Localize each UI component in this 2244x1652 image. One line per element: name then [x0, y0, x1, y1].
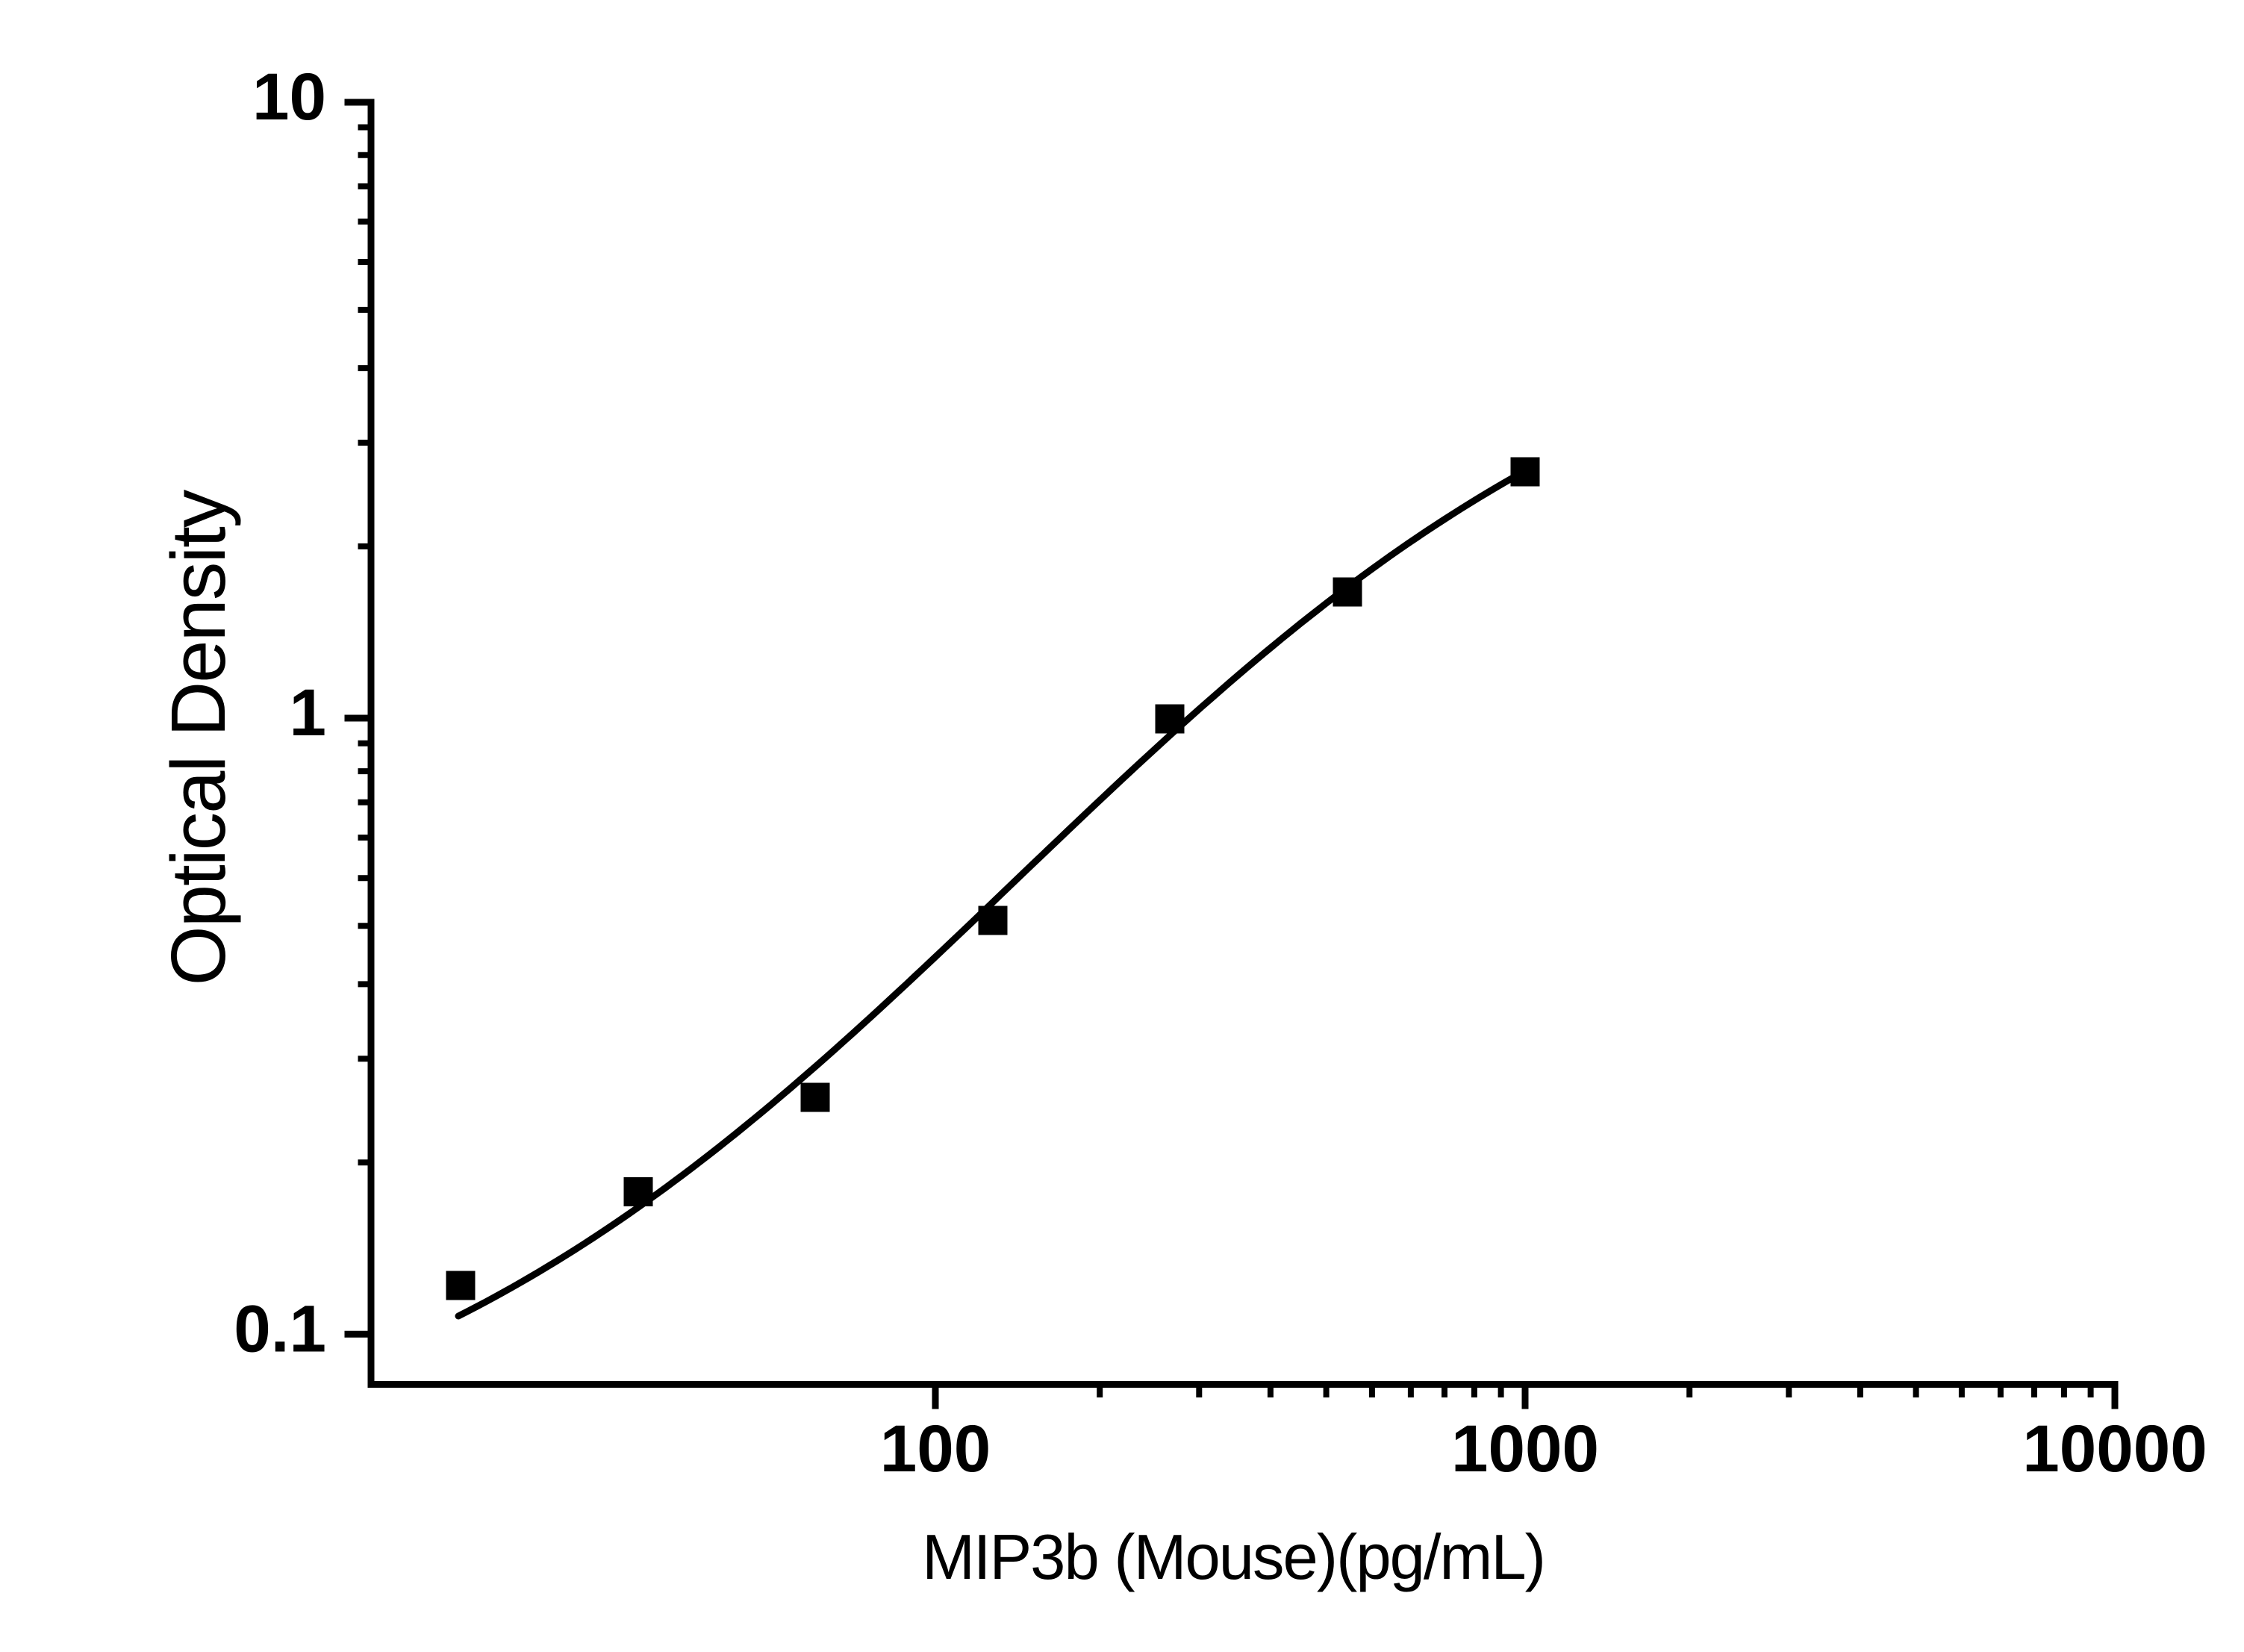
svg-text:10: 10: [252, 59, 326, 134]
svg-text:1000: 1000: [1451, 1411, 1599, 1486]
svg-text:MIP3b (Mouse)(pg/mL): MIP3b (Mouse)(pg/mL): [922, 1522, 1545, 1593]
svg-text:100: 100: [880, 1411, 991, 1486]
svg-text:0.1: 0.1: [234, 1291, 326, 1365]
svg-text:10000: 10000: [2022, 1411, 2207, 1486]
svg-text:1: 1: [290, 675, 327, 749]
svg-text:Optical Density: Optical Density: [155, 489, 241, 985]
